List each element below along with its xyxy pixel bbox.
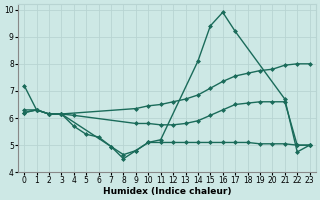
X-axis label: Humidex (Indice chaleur): Humidex (Indice chaleur)	[103, 187, 231, 196]
